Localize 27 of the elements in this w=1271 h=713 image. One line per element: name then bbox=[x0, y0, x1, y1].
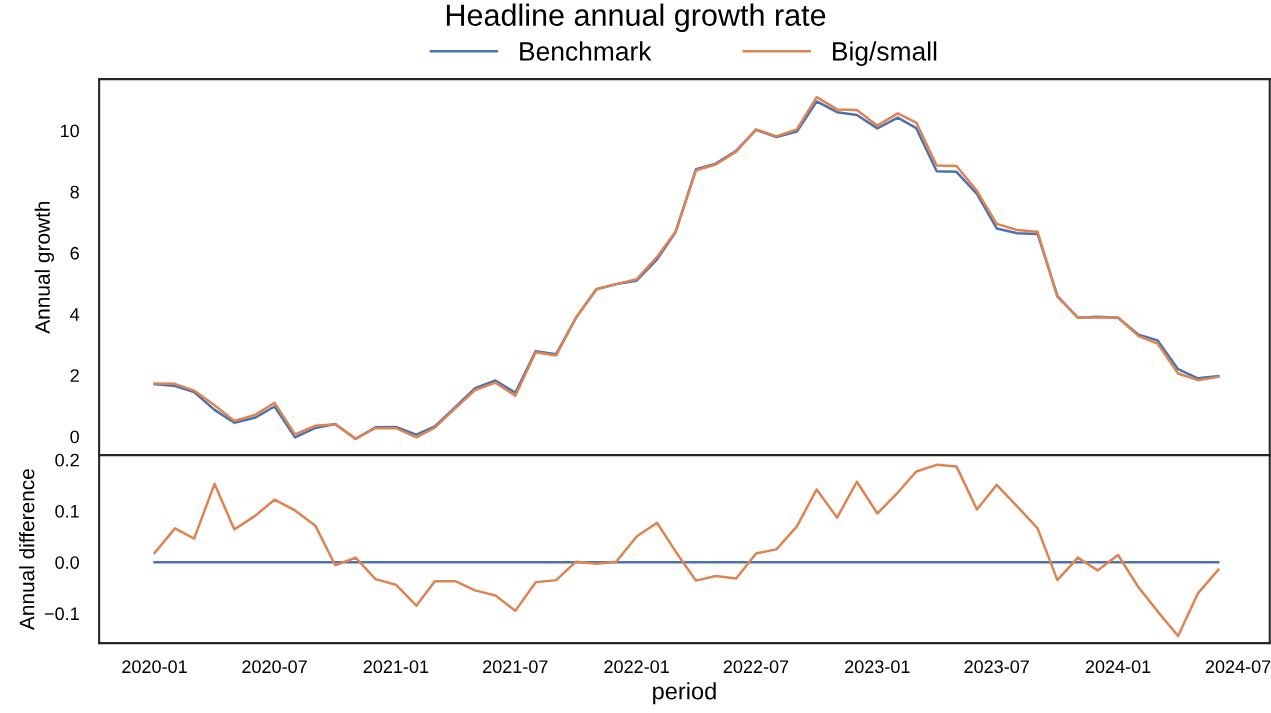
y-tick-label: 0.2 bbox=[55, 453, 79, 467]
line-series bbox=[153, 463, 1220, 638]
x-tick-label: 2023-07 bbox=[964, 660, 1029, 674]
x-tick-label: 2023-01 bbox=[845, 660, 910, 674]
x-tick-label: 2022-01 bbox=[604, 660, 669, 674]
y-tick-label: 0 bbox=[70, 430, 79, 444]
x-tick-label: 2021-01 bbox=[363, 660, 429, 674]
x-tick-label: 2020-07 bbox=[242, 660, 307, 674]
y-tick-label: 8 bbox=[70, 185, 79, 199]
chart-title: Headline annual growth rate bbox=[446, 3, 826, 33]
y-tick-label: 0.1 bbox=[55, 504, 79, 518]
x-tick-label: 2024-07 bbox=[1205, 660, 1271, 674]
legend-label: Big/small bbox=[833, 41, 937, 66]
y-tick-label: 0.0 bbox=[55, 556, 79, 569]
y-tick-label: 4 bbox=[70, 308, 80, 321]
x-tick-label: 2020-01 bbox=[122, 660, 187, 674]
y-tick-label: 6 bbox=[70, 246, 79, 260]
x-tick-label: 2024-01 bbox=[1085, 660, 1151, 674]
y-axis-title: Annual growth bbox=[34, 201, 55, 334]
x-axis-title: period bbox=[653, 682, 716, 705]
y-axis-title: Annual difference bbox=[19, 469, 35, 630]
y-tick-label: −0.1 bbox=[44, 607, 79, 621]
y-tick-label: 2 bbox=[70, 369, 79, 382]
legend-label: Benchmark bbox=[520, 41, 652, 61]
x-tick-label: 2021-07 bbox=[483, 660, 548, 674]
y-tick-label: 10 bbox=[60, 124, 79, 138]
x-tick-label: 2022-07 bbox=[723, 660, 789, 674]
